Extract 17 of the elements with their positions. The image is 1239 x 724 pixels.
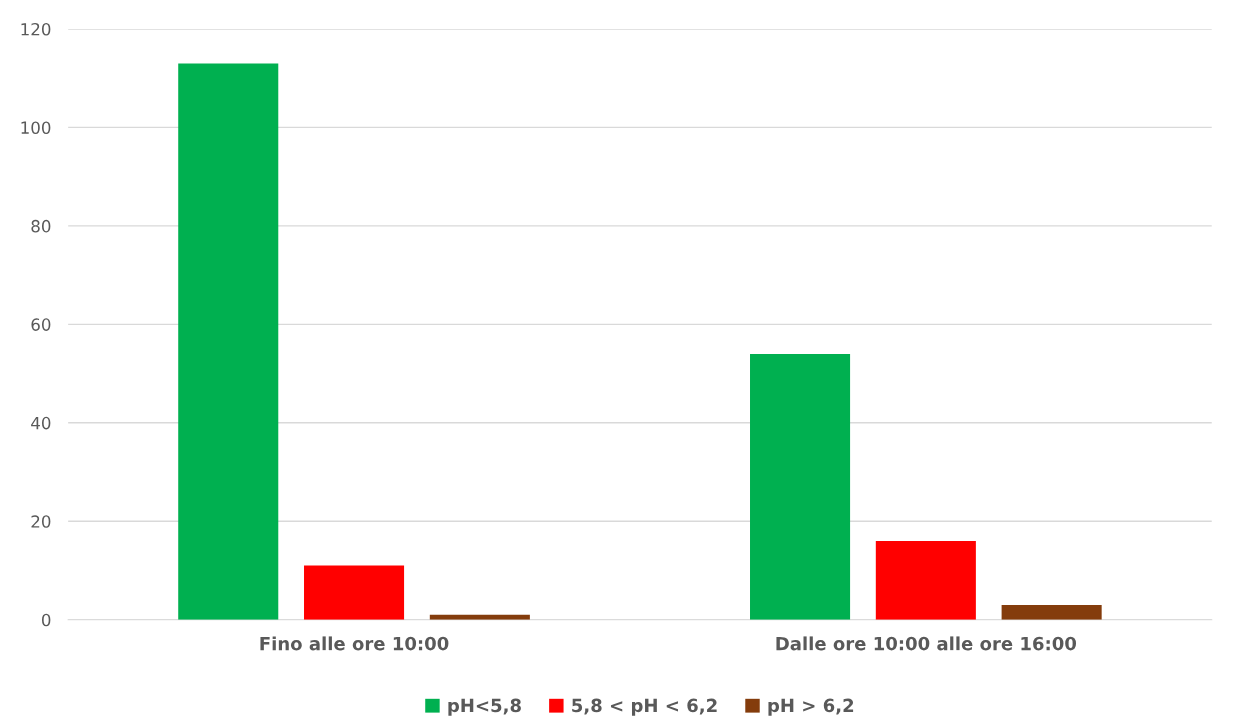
- y-tick-label: 100: [21, 121, 51, 134]
- bar: [750, 353, 851, 620]
- y-tick-label: 0: [41, 613, 51, 627]
- legend-label: 5,8 < pH < 6,2: [572, 698, 717, 716]
- y-tick-label: 20: [31, 515, 51, 528]
- y-tick-label: 40: [31, 416, 51, 430]
- bar: [875, 540, 976, 620]
- bar: [178, 63, 279, 620]
- bar: [304, 565, 405, 620]
- legend-label: pH<5,8: [448, 698, 521, 716]
- y-tick-label: 80: [31, 219, 51, 233]
- legend-label: pH > 6,2: [768, 698, 854, 716]
- y-tick-label: 60: [31, 318, 51, 331]
- bar: [1001, 604, 1102, 620]
- y-tick-label: 120: [21, 22, 51, 36]
- x-tick-label: Fino alle ore 10:00: [260, 636, 449, 651]
- x-tick-label: Dalle ore 10:00 alle ore 16:00: [776, 636, 1077, 651]
